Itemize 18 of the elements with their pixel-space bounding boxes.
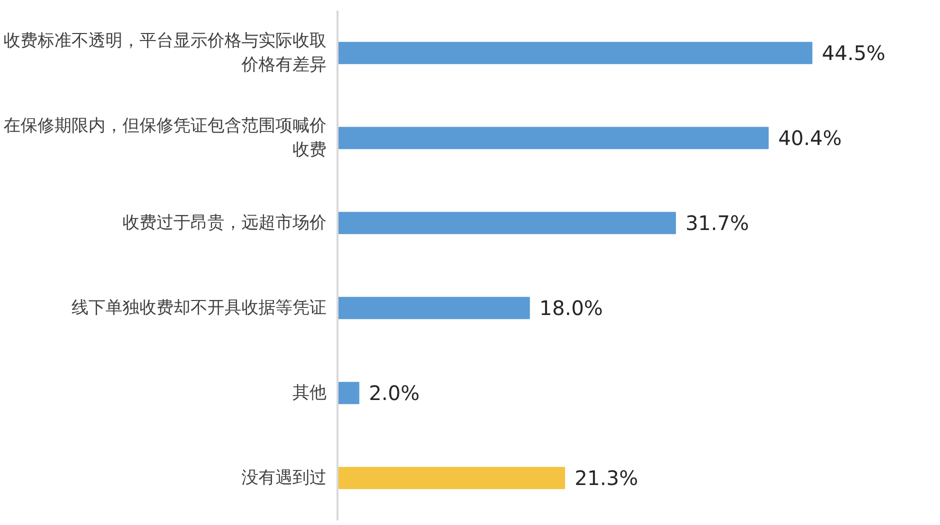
- data-label: 21.3%: [574, 466, 638, 490]
- y-tick-label: 没有遇到过: [242, 468, 326, 488]
- bar: [338, 296, 530, 320]
- bar: [338, 42, 812, 64]
- data-label: 40.4%: [778, 126, 842, 150]
- y-tick-label: 线下单独收费却不开具收据等凭证: [72, 298, 326, 318]
- y-tick-label: 收费标准不透明，平台显示价格与实际收取价格有差异: [4, 31, 326, 75]
- bar: [338, 212, 676, 234]
- data-label: 2.0%: [368, 381, 420, 405]
- y-tick-label: 其他: [292, 383, 326, 403]
- bar: [338, 382, 360, 404]
- data-label: 44.5%: [822, 41, 886, 65]
- bar: [338, 126, 769, 150]
- data-label: 18.0%: [539, 296, 603, 320]
- bar: [338, 466, 566, 490]
- y-tick-label: 收费过于昂贵，远超市场价: [122, 213, 326, 233]
- data-label: 31.7%: [685, 211, 749, 235]
- y-tick-label: 在保修期限内，但保修凭证包含范围项喊价收费: [4, 116, 326, 160]
